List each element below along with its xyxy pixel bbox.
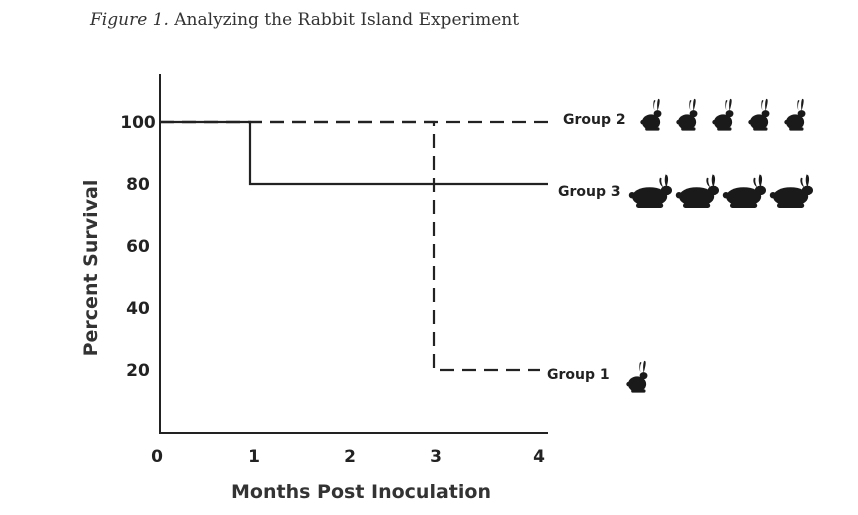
rabbit-icon [628, 174, 672, 208]
x-tick-label: 0 [151, 447, 163, 467]
series-label: Group 2 [563, 112, 626, 128]
rabbit-icon [675, 174, 719, 208]
rabbit-icon [640, 98, 662, 131]
series-line-group-3 [160, 120, 548, 186]
rabbit-icon [769, 174, 813, 208]
figure-caption: Figure 1. Analyzing the Rabbit Island Ex… [90, 10, 519, 30]
rabbit-icons [626, 98, 813, 393]
y-tick-label: 80 [126, 175, 150, 195]
series-lines [160, 120, 552, 372]
series-labels: Group 2 Group 3 Group 1 [547, 112, 626, 383]
x-tick-label: 3 [430, 447, 442, 467]
figure-title: Analyzing the Rabbit Island Experiment [174, 10, 520, 30]
y-tick-label: 100 [120, 113, 156, 133]
y-tick-label: 60 [126, 237, 150, 257]
y-axis-label: Percent Survival [80, 180, 102, 357]
x-axis-label: Months Post Inoculation [231, 481, 491, 503]
y-tick-label: 20 [126, 361, 150, 381]
rabbit-icon [748, 98, 770, 131]
rabbit-icon [676, 98, 698, 131]
series-line-group-1 [160, 120, 540, 372]
x-tick-label: 1 [248, 447, 260, 467]
tick-labels: 0 1 2 3 4 20 40 60 80 100 [120, 113, 545, 467]
rabbit-icon [626, 360, 648, 393]
x-tick-label: 4 [533, 447, 545, 467]
x-tick-label: 2 [344, 447, 356, 467]
figure-label: Figure 1. [90, 10, 169, 30]
series-label: Group 1 [547, 367, 610, 383]
series-label: Group 3 [558, 184, 621, 200]
rabbit-icon [722, 174, 766, 208]
y-tick-label: 40 [126, 299, 150, 319]
rabbit-icon [784, 98, 806, 131]
axes [159, 74, 548, 434]
rabbit-icon [712, 98, 734, 131]
